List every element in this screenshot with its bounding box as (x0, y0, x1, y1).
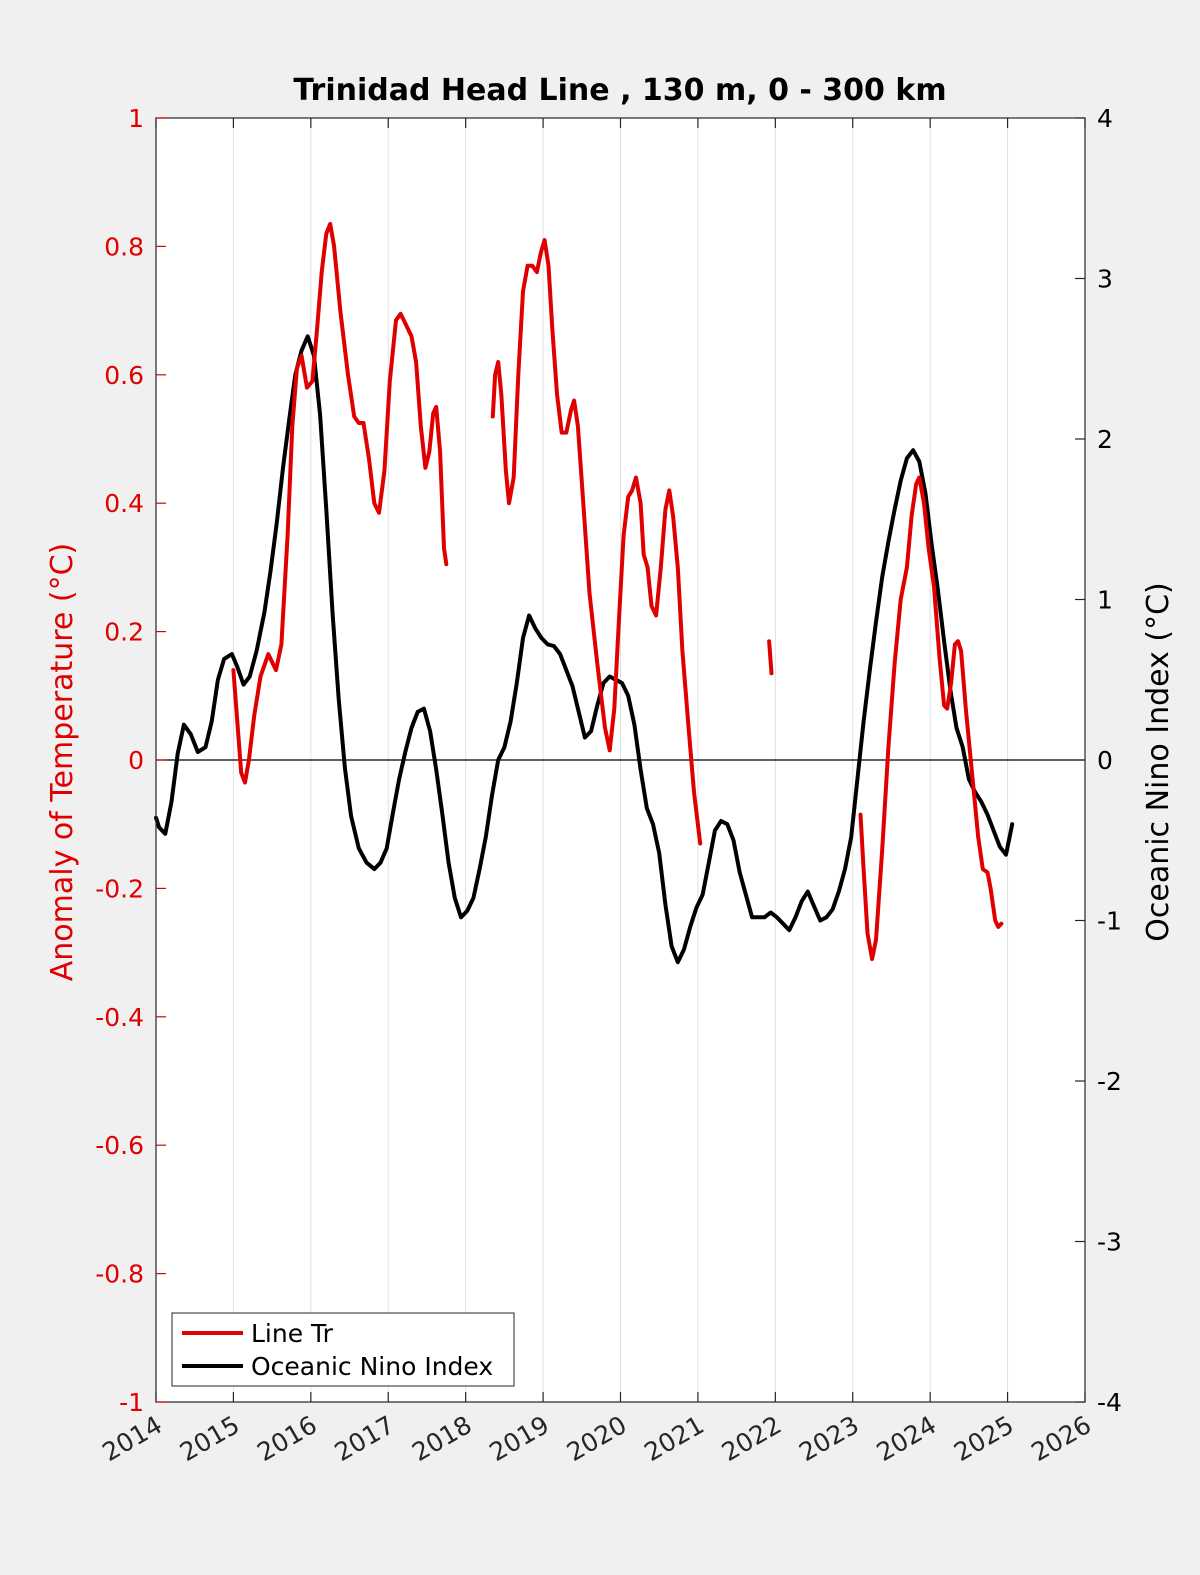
legend-label-line-tr: Line Tr (251, 1319, 334, 1348)
chart-title: Trinidad Head Line , 130 m, 0 - 300 km (293, 73, 946, 108)
right-y-tick-label: -3 (1097, 1228, 1122, 1257)
left-y-tick-label: 0.2 (104, 618, 144, 647)
legend-label-oni: Oceanic Nino Index (251, 1352, 493, 1381)
left-y-tick-label: -0.4 (95, 1003, 144, 1032)
left-y-tick-label: -1 (119, 1388, 144, 1417)
right-y-tick-label: -1 (1097, 907, 1122, 936)
right-axis-title: Oceanic Nino Index (°C) (1141, 582, 1176, 942)
left-y-tick-label: 0.6 (104, 361, 144, 390)
legend-box (171, 1312, 515, 1387)
left-y-tick-label: -0.2 (95, 874, 144, 903)
left-y-tick-label: -0.8 (95, 1260, 144, 1289)
left-y-tick-label: 0.8 (104, 232, 144, 261)
right-y-tick-label: 0 (1097, 746, 1113, 775)
right-y-tick-label: -4 (1097, 1388, 1122, 1417)
series-line-tr (490, 238, 703, 846)
series-layer (154, 221, 1015, 965)
right-y-tick-label: -2 (1097, 1067, 1122, 1096)
series-line-tr (858, 475, 1004, 961)
left-y-tick-label: -0.6 (95, 1131, 144, 1160)
right-y-tick-label: 1 (1097, 586, 1113, 615)
right-y-tick-label: 3 (1097, 265, 1113, 294)
right-y-tick-label: 2 (1097, 425, 1113, 454)
right-y-tick-label: 4 (1097, 104, 1113, 133)
series-line-tr (767, 639, 774, 676)
left-axis-title: Anomaly of Temperature (°C) (45, 543, 80, 982)
left-y-tick-label: 0.4 (104, 489, 144, 518)
series-line-tr (231, 221, 449, 785)
left-y-tick-label: 1 (128, 104, 144, 133)
legend: Line Tr Oceanic Nino Index (171, 1312, 515, 1387)
left-y-tick-label: 0 (128, 746, 144, 775)
